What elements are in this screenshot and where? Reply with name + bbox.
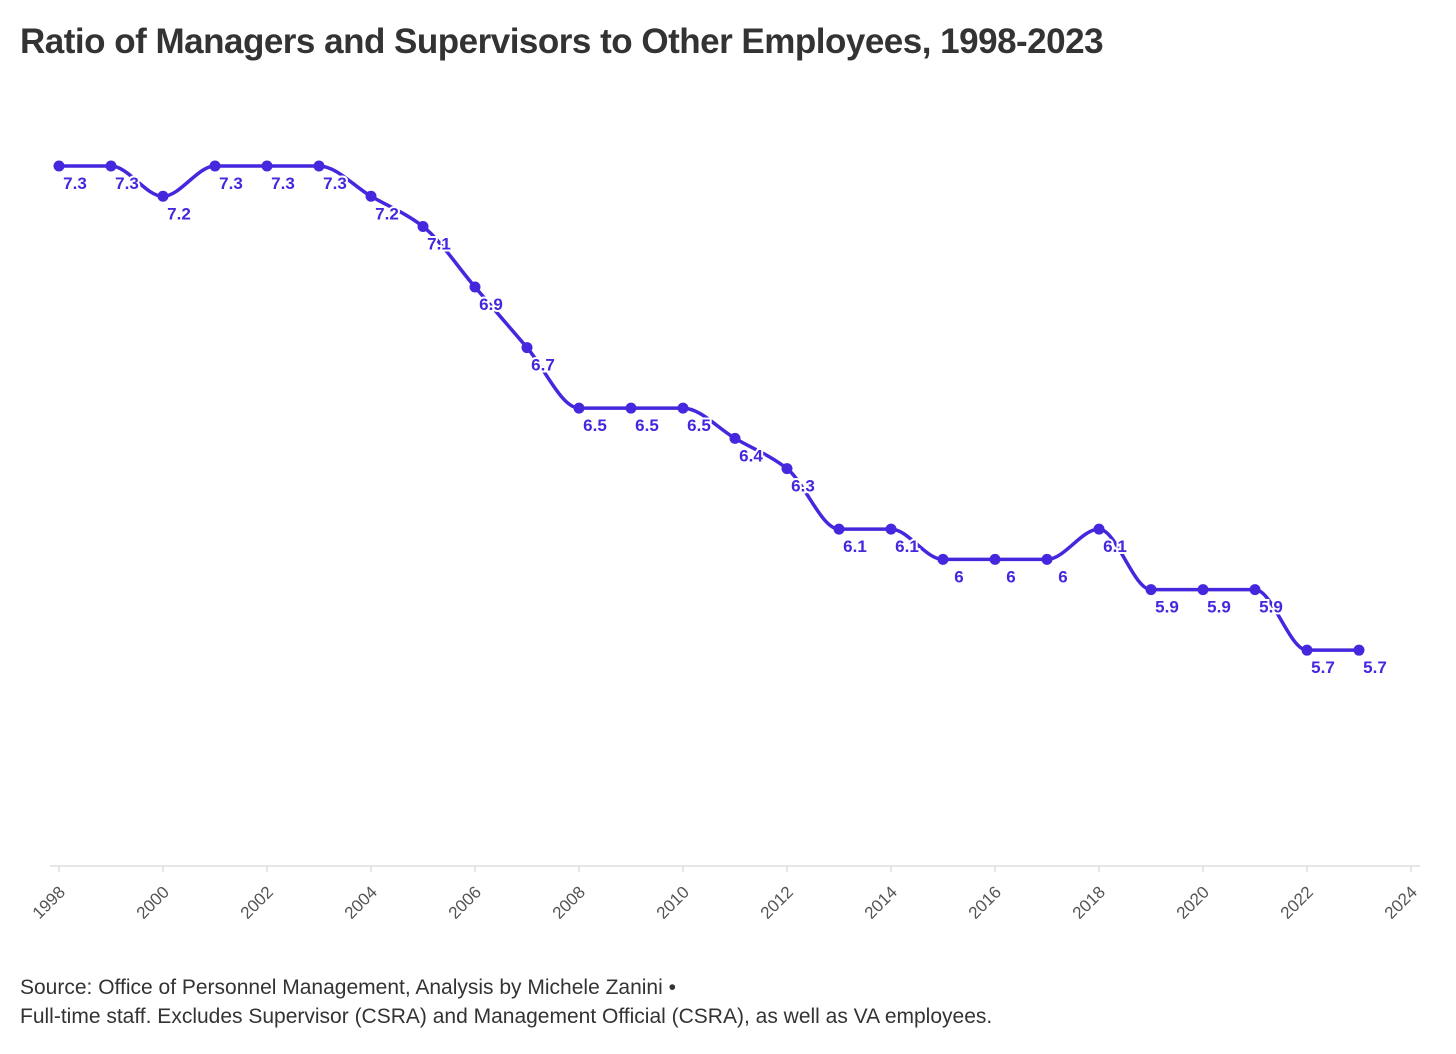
data-point xyxy=(781,463,793,475)
data-point xyxy=(313,160,325,172)
data-point xyxy=(1301,644,1313,656)
data-points xyxy=(53,160,1365,656)
data-point xyxy=(989,553,1001,565)
data-point xyxy=(209,160,221,172)
series-line-group xyxy=(57,164,1361,652)
x-tick-label: 2020 xyxy=(1173,883,1213,923)
data-point xyxy=(1249,584,1261,596)
x-tick-label: 2010 xyxy=(653,883,693,923)
data-point xyxy=(105,160,117,172)
data-point xyxy=(1145,584,1157,596)
data-label: 6.1 xyxy=(843,537,867,556)
data-point xyxy=(1353,644,1365,656)
data-point xyxy=(365,190,377,202)
data-label: 6 xyxy=(1006,567,1015,586)
x-tick-label: 2004 xyxy=(341,883,381,923)
data-label: 6.4 xyxy=(739,446,763,465)
data-label: 5.7 xyxy=(1311,658,1335,677)
data-point xyxy=(1041,553,1053,565)
data-label: 7.2 xyxy=(375,204,399,223)
data-label: 5.9 xyxy=(1207,598,1231,617)
data-label: 6.1 xyxy=(895,537,919,556)
series-line xyxy=(57,164,1361,652)
data-label: 5.9 xyxy=(1259,598,1283,617)
data-label: 7.3 xyxy=(63,174,87,193)
data-point xyxy=(417,221,429,233)
data-label: 5.7 xyxy=(1363,658,1387,677)
x-tick-label: 2002 xyxy=(237,883,277,923)
data-point xyxy=(885,523,897,535)
data-point xyxy=(937,553,949,565)
line-chart: 1998 2000 2002 2004 2006 2008 2010 2012 2014 2016… xyxy=(29,160,1421,923)
data-point xyxy=(1093,523,1105,535)
data-label: 6.5 xyxy=(687,416,711,435)
data-label: 6.5 xyxy=(635,416,659,435)
x-tick-label: 2016 xyxy=(965,883,1005,923)
data-labels: 7.3 7.3 7.2 7.3 7.3 7.3 7.2 7.1 6.9 6.7 6.5 6.5 6.5 6… xyxy=(61,172,1389,679)
x-tick-label: 1998 xyxy=(29,883,69,923)
data-label: 6.1 xyxy=(1103,537,1127,556)
x-tick-label: 2022 xyxy=(1277,883,1317,923)
data-point xyxy=(1197,584,1209,596)
data-point xyxy=(261,160,273,172)
data-point xyxy=(157,190,169,202)
data-label: 6.5 xyxy=(583,416,607,435)
data-point xyxy=(521,342,533,354)
data-label: 6.7 xyxy=(531,356,555,375)
x-tick-label: 2012 xyxy=(757,883,797,923)
data-label: 7.3 xyxy=(115,174,139,193)
data-label: 7.3 xyxy=(323,174,347,193)
data-point xyxy=(677,402,689,414)
data-point xyxy=(469,281,481,293)
x-tick-label: 2006 xyxy=(445,883,485,923)
chart-title: Ratio of Managers and Supervisors to Oth… xyxy=(20,22,1104,61)
x-tick-label: 2008 xyxy=(549,883,589,923)
scope-note: Full-time staff. Excludes Supervisor (CS… xyxy=(20,1005,993,1028)
data-point xyxy=(53,160,65,172)
data-label: 7.3 xyxy=(219,174,243,193)
source-note: Source: Office of Personnel Management, … xyxy=(20,976,676,999)
chart-footer: Source: Office of Personnel Management, … xyxy=(20,973,992,1031)
data-point xyxy=(573,402,585,414)
data-label: 6.9 xyxy=(479,295,503,314)
data-point xyxy=(625,402,637,414)
data-label: 7.3 xyxy=(271,174,295,193)
data-point xyxy=(729,432,741,444)
data-label: 5.9 xyxy=(1155,598,1179,617)
x-tick-label: 2024 xyxy=(1381,883,1421,923)
data-label: 6 xyxy=(954,567,963,586)
x-axis: 1998 2000 2002 2004 2006 2008 2010 2012 2014 2016… xyxy=(29,865,1421,923)
data-label: 6 xyxy=(1058,567,1067,586)
data-point xyxy=(833,523,845,535)
x-tick-label: 2018 xyxy=(1069,883,1109,923)
x-tick-label: 2000 xyxy=(133,883,173,923)
data-label: 7.1 xyxy=(427,235,451,254)
x-tick-label: 2014 xyxy=(861,883,901,923)
data-label: 7.2 xyxy=(167,204,191,223)
data-label: 6.3 xyxy=(791,477,815,496)
